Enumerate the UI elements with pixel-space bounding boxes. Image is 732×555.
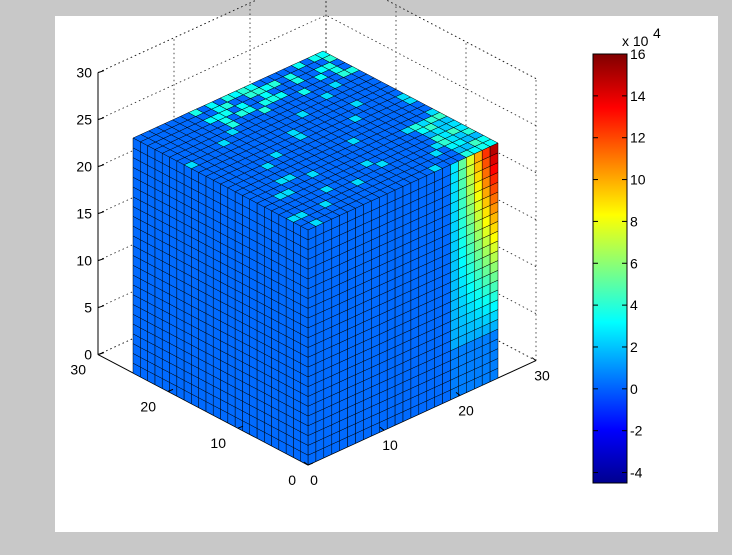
z-tick-mark xyxy=(97,258,105,262)
voxel-cell xyxy=(489,142,499,157)
colorbar-tick-label: 12 xyxy=(630,130,646,146)
y-tick-label: 20 xyxy=(140,398,156,414)
colorbar-tick-label: 16 xyxy=(630,46,646,62)
x-tick-label: 30 xyxy=(534,368,550,384)
z-tick-label: 30 xyxy=(76,65,92,81)
z-tick-label: 20 xyxy=(76,159,92,175)
x-tick-mark xyxy=(303,461,309,466)
colorbar-tick-label: 14 xyxy=(630,88,646,104)
x-tick-label: 20 xyxy=(458,402,474,418)
y-tick-label: 10 xyxy=(210,435,226,451)
z-tick-mark xyxy=(97,305,105,309)
colorbar-tick-label: 2 xyxy=(630,339,638,355)
x-tick-mark xyxy=(531,357,537,362)
cube-front-face xyxy=(307,142,499,466)
colorbar-tick-label: 4 xyxy=(630,297,638,313)
z-tick-label: 25 xyxy=(76,112,92,128)
colorbar-ticks: 16 14 12 10 8 6 4 2 0 -2 -4 xyxy=(593,46,646,481)
y-tick-label: 30 xyxy=(70,362,86,378)
y-tick-mark xyxy=(307,462,314,466)
z-tick-mark xyxy=(97,211,105,215)
z-tick-label: 0 xyxy=(84,347,92,363)
x-tick-mark xyxy=(379,426,385,431)
voxel-cell xyxy=(314,50,331,59)
colorbar-tick-label: 10 xyxy=(630,172,646,188)
z-tick-label: 15 xyxy=(76,206,92,222)
z-tick-label: 5 xyxy=(84,300,92,316)
z-axis-ticks: 0 5 10 15 20 25 30 xyxy=(76,65,105,363)
x-axis-ticks: 0 10 20 30 xyxy=(303,357,550,488)
colorbar: 16 14 12 10 8 6 4 2 0 -2 -4 x 10 4 xyxy=(592,25,661,484)
y-tick-mark xyxy=(237,425,244,429)
colorbar-tick-label: 0 xyxy=(630,381,638,397)
z-tick-mark xyxy=(97,70,105,74)
z-tick-mark xyxy=(97,164,105,168)
y-tick-mark xyxy=(167,388,174,392)
z-tick-label: 10 xyxy=(76,253,92,269)
y-tick-mark xyxy=(97,352,104,356)
colorbar-tick-label: -4 xyxy=(630,465,643,481)
y-axis-ticks: 0 10 20 30 xyxy=(70,352,314,488)
colorbar-tick-label: 8 xyxy=(630,213,638,229)
x-tick-label: 10 xyxy=(382,437,398,453)
colorbar-tick-label: 6 xyxy=(630,255,638,271)
colorbar-tick-label: -2 xyxy=(630,423,643,439)
colorbar-exponent-power: 4 xyxy=(653,25,661,41)
x-tick-mark xyxy=(455,391,461,396)
cube-left-face xyxy=(132,137,309,466)
y-tick-label: 0 xyxy=(288,472,296,488)
x-tick-label: 0 xyxy=(310,472,318,488)
colorbar-gradient xyxy=(592,53,628,484)
z-tick-mark xyxy=(97,117,105,121)
voxel-cell xyxy=(132,137,141,153)
colorbar-exponent-label: x 10 xyxy=(622,33,649,49)
